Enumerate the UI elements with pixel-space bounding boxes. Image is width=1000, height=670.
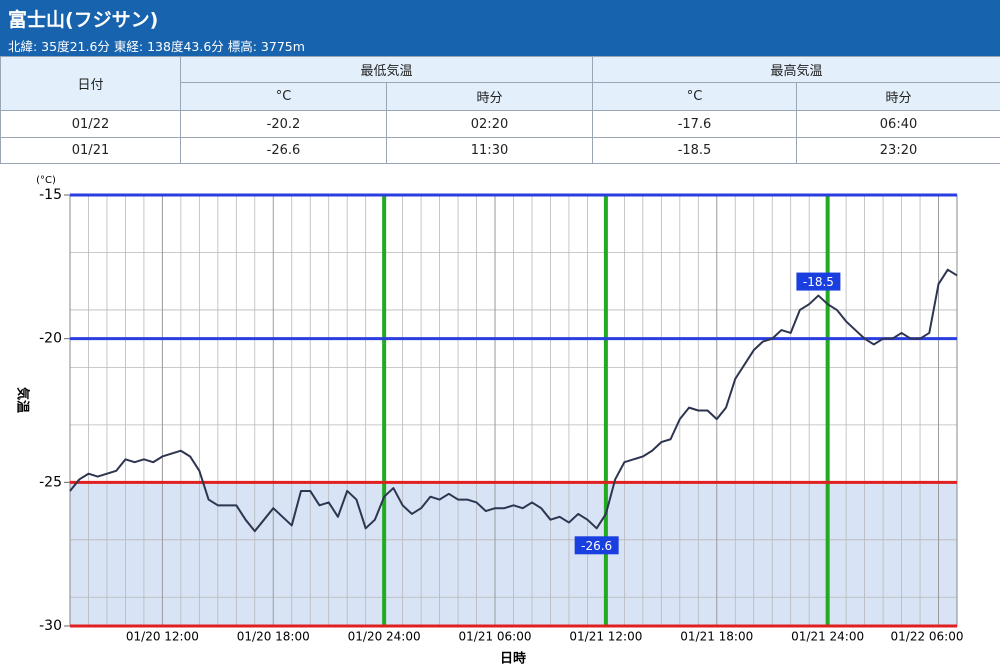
x-tick-label: 01/21 18:00 bbox=[680, 630, 753, 644]
header-cell: 時分 bbox=[385, 82, 594, 111]
cell: 01/21 bbox=[0, 137, 181, 164]
cell: 11:30 bbox=[385, 137, 594, 164]
x-tick-label: 01/20 12:00 bbox=[126, 630, 199, 644]
unit-label: (°C) bbox=[36, 175, 56, 186]
location-info: 北緯: 35度21.6分 東経: 138度43.6分 標高: 3775m bbox=[8, 39, 305, 54]
y-tick-label: -20 bbox=[39, 331, 62, 347]
header: 富士山(フジサン) 北緯: 35度21.6分 東経: 138度43.6分 標高:… bbox=[0, 0, 1000, 56]
cell: -18.5 bbox=[592, 137, 798, 164]
x-tick-label: 01/22 06:00 bbox=[891, 630, 964, 644]
y-axis-title: 気温 bbox=[15, 387, 31, 413]
cell: 06:40 bbox=[796, 110, 1000, 138]
x-tick-label: 01/20 18:00 bbox=[237, 630, 310, 644]
x-axis-title: 日時 bbox=[500, 651, 526, 667]
page-title: 富士山(フジサン) bbox=[8, 9, 159, 31]
cell: -26.6 bbox=[180, 137, 387, 164]
header-cell: 時分 bbox=[796, 82, 1000, 111]
cell: 01/22 bbox=[0, 110, 181, 138]
x-tick-label: 01/21 24:00 bbox=[791, 630, 864, 644]
x-tick-label: 01/21 12:00 bbox=[569, 630, 642, 644]
header-cell: °C bbox=[592, 82, 798, 111]
temperature-line bbox=[69, 268, 958, 533]
header-cell: °C bbox=[180, 82, 387, 111]
header-cell: 最高気温 bbox=[592, 56, 1000, 83]
x-tick-label: 01/21 06:00 bbox=[459, 630, 532, 644]
header-cell: 日付 bbox=[0, 56, 181, 111]
cell: -20.2 bbox=[180, 110, 387, 138]
annotation-box bbox=[796, 272, 841, 291]
y-tick-label: -30 bbox=[39, 618, 62, 634]
y-tick-label: -15 bbox=[39, 187, 62, 203]
summary-table: 日付 最低気温 最高気温 °C 時分 °C 時分 01/22 -20.2 02:… bbox=[0, 56, 1000, 164]
y-tick-label: -25 bbox=[39, 474, 62, 490]
annotation-label: -26.6 bbox=[581, 539, 612, 553]
x-tick-label: 01/20 24:00 bbox=[348, 630, 421, 644]
annotation-label: -18.5 bbox=[803, 275, 834, 289]
cell: 02:20 bbox=[385, 110, 594, 138]
cell: -17.6 bbox=[592, 110, 798, 138]
annotation-box bbox=[574, 536, 619, 555]
cell: 23:20 bbox=[796, 137, 1000, 164]
header-cell: 最低気温 bbox=[179, 56, 594, 83]
